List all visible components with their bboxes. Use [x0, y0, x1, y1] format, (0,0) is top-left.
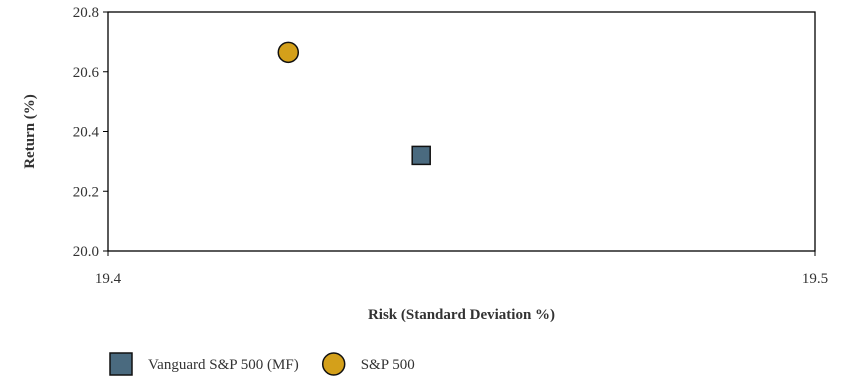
legend-label: Vanguard S&P 500 (MF)	[148, 357, 299, 373]
point-vanguard-sp500-mf	[411, 145, 431, 166]
x-tick-label: 19.4	[95, 271, 122, 287]
x-axis-title: Risk (Standard Deviation %)	[368, 307, 555, 323]
point-sp500	[277, 41, 300, 64]
y-axis-title: Return (%)	[22, 94, 38, 169]
y-tick-label: 20.6	[73, 65, 100, 81]
x-axis-ticks: 19.4 19.5	[95, 251, 828, 287]
y-tick-label: 20.0	[73, 244, 99, 260]
plot-area	[107, 11, 816, 252]
legend: Vanguard S&P 500 (MF) S&P 500	[109, 352, 415, 376]
y-tick-label: 20.8	[73, 5, 99, 21]
y-axis-ticks: 20.0 20.2 20.4 20.6 20.8	[73, 5, 108, 260]
legend-label: S&P 500	[361, 357, 415, 373]
data-points	[277, 41, 431, 166]
legend-square-icon	[109, 352, 133, 376]
plot-frame	[107, 11, 816, 252]
y-tick-label: 20.2	[73, 184, 99, 200]
y-tick-label: 20.4	[73, 125, 100, 141]
x-tick-label: 19.5	[802, 271, 828, 287]
legend-circle-icon	[321, 352, 346, 376]
